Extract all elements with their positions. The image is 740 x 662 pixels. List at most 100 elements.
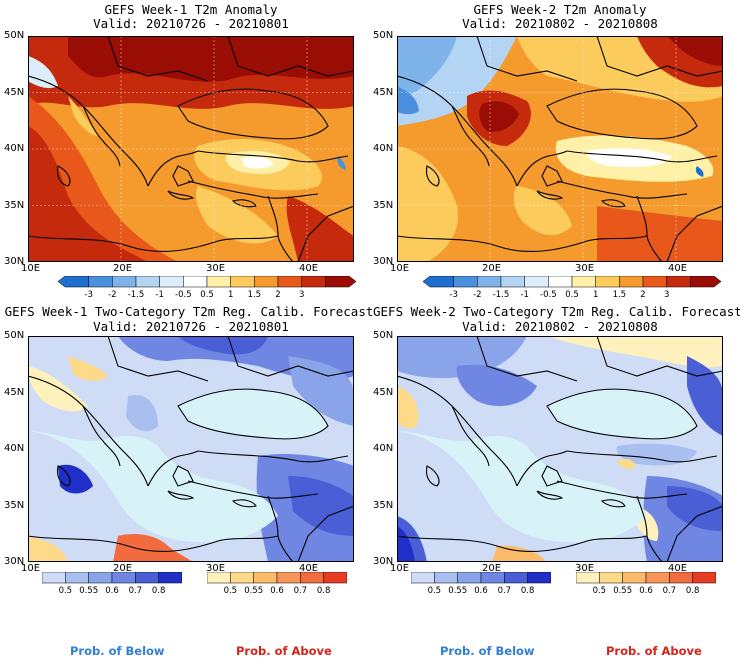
- colorbar-swatch: [135, 276, 160, 288]
- panel-title: GEFS Week-2 Two-Category T2m Reg. Calib.…: [373, 304, 740, 319]
- colorbar-tick-label: 0.5: [59, 586, 73, 596]
- colorbar-swatch: [477, 276, 502, 288]
- colorbar-swatch: [423, 276, 454, 288]
- colorbar-swatch: [457, 572, 482, 584]
- colorbar-tick-label: 0.55: [448, 586, 467, 596]
- lon-label: 30E: [575, 563, 595, 574]
- lat-label: 30N: [4, 256, 25, 267]
- colorbar-tick-label: -3: [449, 290, 457, 300]
- lon-label: 10E: [21, 563, 41, 574]
- panel-valid-dates: Valid: 20210802 - 20210808: [462, 16, 658, 31]
- anomaly-map: [28, 36, 354, 262]
- lat-label: 40N: [373, 443, 394, 454]
- panel-valid-dates: Valid: 20210726 - 20210801: [93, 16, 289, 31]
- colorbar-swatch: [230, 572, 254, 584]
- colorbar-tick-label: -2: [108, 290, 116, 300]
- colorbar-swatch: [548, 276, 573, 288]
- colorbar-swatch: [111, 572, 136, 584]
- lat-label: 35N: [4, 200, 25, 211]
- panel-valid-dates: Valid: 20210726 - 20210801: [93, 319, 289, 334]
- colorbar-tick-label: 0.7: [294, 586, 308, 596]
- colorbar-tick-label: 0.7: [498, 586, 512, 596]
- colorbar-swatch: [669, 572, 693, 584]
- panel-title: GEFS Week-2 T2m Anomaly: [473, 2, 647, 17]
- colorbar-tick-label: 0.55: [244, 586, 263, 596]
- lon-label: 20E: [482, 563, 502, 574]
- lat-label: 50N: [373, 330, 394, 341]
- colorbar-tick-label: -1.5: [128, 290, 145, 300]
- lat-label: 45N: [373, 87, 394, 98]
- prob-above-label: Prob. of Above: [606, 644, 702, 658]
- colorbar-swatch: [524, 276, 549, 288]
- lat-label: 45N: [4, 87, 25, 98]
- lat-label: 35N: [373, 500, 394, 511]
- colorbar-swatch: [434, 572, 458, 584]
- colorbar-tick-label: 0.8: [152, 586, 166, 596]
- colorbar-tick-label: 2: [275, 290, 280, 300]
- prob-below-label: Prob. of Below: [440, 644, 535, 658]
- prob-below-label: Prob. of Below: [70, 644, 165, 658]
- colorbar-swatch: [253, 572, 278, 584]
- colorbar-tick-label: -2: [473, 290, 481, 300]
- colorbar-swatch: [301, 276, 326, 288]
- colorbar-tick-label: -1: [520, 290, 528, 300]
- colorbar-swatch: [480, 572, 505, 584]
- colorbar-swatch: [42, 572, 66, 584]
- anomaly-map: [397, 36, 723, 262]
- lat-label: 50N: [373, 30, 394, 41]
- colorbar-swatch: [690, 276, 721, 288]
- lat-label: 35N: [373, 200, 394, 211]
- colorbar-swatch: [88, 276, 113, 288]
- anomaly-colorbar: -3 -2 -1.5 -1 -0.5 0.5 1 1.5 2 3: [423, 276, 721, 300]
- colorbar-tick-label: 0.6: [639, 586, 653, 596]
- lon-label: 30E: [206, 263, 226, 274]
- lat-label: 50N: [4, 30, 25, 41]
- lon-label: 40E: [668, 563, 688, 574]
- prob-above-label: Prob. of Above: [236, 644, 332, 658]
- colorbar-tick-label: 0.6: [270, 586, 284, 596]
- lon-label: 30E: [575, 263, 595, 274]
- colorbar-tick-label: 1: [228, 290, 233, 300]
- colorbar-swatch: [619, 276, 644, 288]
- colorbar-swatch: [300, 572, 324, 584]
- panel-valid-dates: Valid: 20210802 - 20210808: [462, 319, 658, 334]
- lat-label: 45N: [373, 387, 394, 398]
- lat-label: 40N: [4, 143, 25, 154]
- probability-map: [397, 336, 723, 562]
- colorbar-tick-label: 0.8: [686, 586, 700, 596]
- prob-below-colorbar: 0.5 0.55 0.6 0.7 0.8: [42, 572, 182, 596]
- colorbar-swatch: [207, 572, 231, 584]
- prob-above-colorbar: 0.5 0.55 0.6 0.7 0.8: [207, 572, 347, 596]
- colorbar-tick-label: 0.8: [317, 586, 331, 596]
- colorbar-swatch: [411, 572, 435, 584]
- colorbar-tick-label: 0.7: [129, 586, 143, 596]
- lon-label: 10E: [390, 263, 410, 274]
- colorbar-tick-label: 3: [664, 290, 669, 300]
- colorbar-tick-label: 1.5: [248, 290, 262, 300]
- lon-label: 40E: [668, 263, 688, 274]
- colorbar-swatch: [58, 276, 89, 288]
- colorbar-tick-label: 0.5: [428, 586, 442, 596]
- colorbar-tick-label: 3: [299, 290, 304, 300]
- colorbar-swatch: [571, 276, 596, 288]
- colorbar-swatch: [453, 276, 478, 288]
- colorbar-tick-label: -0.5: [175, 290, 192, 300]
- colorbar-tick-label: -1: [155, 290, 163, 300]
- probability-map: [28, 336, 354, 562]
- colorbar-swatch: [159, 276, 184, 288]
- colorbar-swatch: [692, 572, 716, 584]
- colorbar-swatch: [323, 572, 347, 584]
- colorbar-tick-label: 1.5: [613, 290, 627, 300]
- lat-label: 35N: [4, 500, 25, 511]
- colorbar-swatch: [230, 276, 255, 288]
- colorbar-tick-label: 0.5: [200, 290, 214, 300]
- colorbar-swatch: [599, 572, 623, 584]
- colorbar-tick-label: 0.5: [593, 586, 607, 596]
- lat-label: 30N: [4, 556, 25, 567]
- colorbar-swatch: [158, 572, 182, 584]
- colorbar-swatch: [65, 572, 89, 584]
- colorbar-swatch: [183, 276, 208, 288]
- colorbar-tick-label: -3: [84, 290, 92, 300]
- colorbar-swatch: [645, 572, 670, 584]
- lon-label: 10E: [390, 563, 410, 574]
